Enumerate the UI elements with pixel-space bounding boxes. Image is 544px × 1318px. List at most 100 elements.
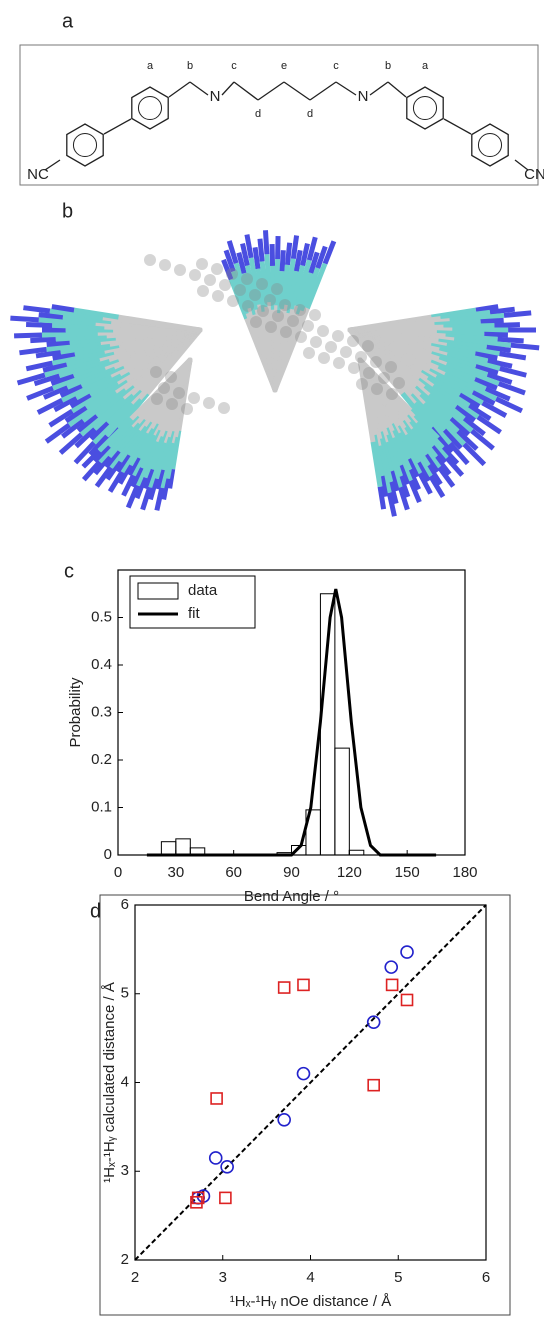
rod: [293, 249, 303, 272]
position-label: c: [231, 60, 237, 72]
bond: [233, 81, 259, 101]
rod: [422, 385, 466, 421]
atom-blob: [386, 388, 398, 400]
rod: [270, 265, 276, 310]
y-axis-title: Probability: [67, 677, 84, 748]
ring: [66, 123, 104, 167]
rod: [262, 230, 270, 255]
y-tick-label: 6: [121, 896, 129, 913]
atom-blob: [150, 366, 162, 378]
atom-blob: [362, 340, 374, 352]
rod: [119, 431, 149, 474]
atom-blob: [158, 382, 170, 394]
atom-blob: [309, 309, 321, 321]
atom-blob: [203, 397, 215, 409]
atom-blob: [211, 263, 223, 275]
rod: [284, 242, 293, 266]
bond: [387, 81, 407, 98]
atom-blob: [303, 347, 315, 359]
x-tick-label: 180: [452, 864, 477, 881]
rod: [398, 464, 410, 486]
rod: [226, 240, 239, 264]
rod: [403, 433, 433, 478]
rod: [428, 368, 474, 395]
rod: [347, 327, 406, 397]
rod: [462, 442, 487, 467]
ring-inner: [137, 95, 163, 121]
bond: [514, 159, 529, 171]
rod: [73, 441, 96, 465]
rod: [425, 376, 471, 408]
atom-blob: [173, 387, 185, 399]
position-label: e: [281, 60, 287, 72]
rod: [104, 396, 142, 438]
rod: [497, 336, 524, 344]
atom-blob: [241, 273, 253, 285]
x-tick-label: 3: [219, 1269, 227, 1286]
atom-blob: [272, 310, 284, 322]
rod: [467, 403, 492, 422]
rod: [38, 312, 64, 320]
rod: [417, 377, 458, 409]
rod: [52, 365, 106, 391]
rod: [290, 264, 306, 310]
x-tick-label: 5: [394, 1269, 402, 1286]
rod: [436, 330, 485, 337]
atom-blob: [181, 403, 193, 415]
rod: [142, 468, 155, 490]
rod: [66, 364, 116, 390]
rod: [42, 361, 68, 373]
rod: [300, 267, 321, 312]
rod: [383, 434, 404, 478]
atom-blob: [370, 356, 382, 368]
rod: [80, 363, 125, 388]
rod: [414, 421, 449, 460]
point: [191, 1191, 205, 1205]
rod: [475, 304, 499, 313]
rod: [300, 243, 310, 267]
rod: [416, 461, 431, 483]
position-label: b: [385, 60, 391, 72]
bond: [44, 159, 61, 171]
rod: [436, 436, 454, 454]
rod: [107, 470, 125, 493]
panel-label: b: [62, 200, 73, 222]
bond: [189, 81, 209, 96]
atom-blob: [264, 294, 276, 306]
panel-frame: [99, 894, 511, 1316]
point: [208, 1151, 223, 1165]
rod: [445, 333, 498, 342]
rod: [290, 235, 300, 260]
point: [384, 960, 399, 974]
rod: [41, 330, 98, 338]
rod: [35, 349, 62, 359]
rod: [92, 401, 134, 445]
rod: [462, 416, 486, 437]
rod: [396, 432, 423, 475]
rod: [440, 309, 491, 322]
rod: [60, 341, 111, 355]
rod: [434, 455, 452, 476]
bar: [348, 849, 365, 856]
point: [220, 1160, 234, 1174]
rod: [444, 456, 465, 477]
atom-blob: [280, 326, 292, 338]
rod: [116, 391, 150, 430]
rod: [16, 372, 46, 386]
atom-blob: [174, 264, 186, 276]
rod: [51, 304, 75, 313]
rod: [473, 377, 498, 391]
rod: [14, 332, 43, 339]
rod: [30, 336, 56, 344]
rod: [306, 236, 318, 261]
rod: [474, 351, 498, 361]
legend-label: fit: [188, 605, 201, 622]
rod: [456, 429, 479, 451]
bond: [309, 81, 337, 101]
rod: [147, 441, 167, 488]
rod: [128, 357, 193, 422]
rod: [443, 372, 498, 402]
rod: [388, 481, 399, 505]
atom-blob: [363, 367, 375, 379]
